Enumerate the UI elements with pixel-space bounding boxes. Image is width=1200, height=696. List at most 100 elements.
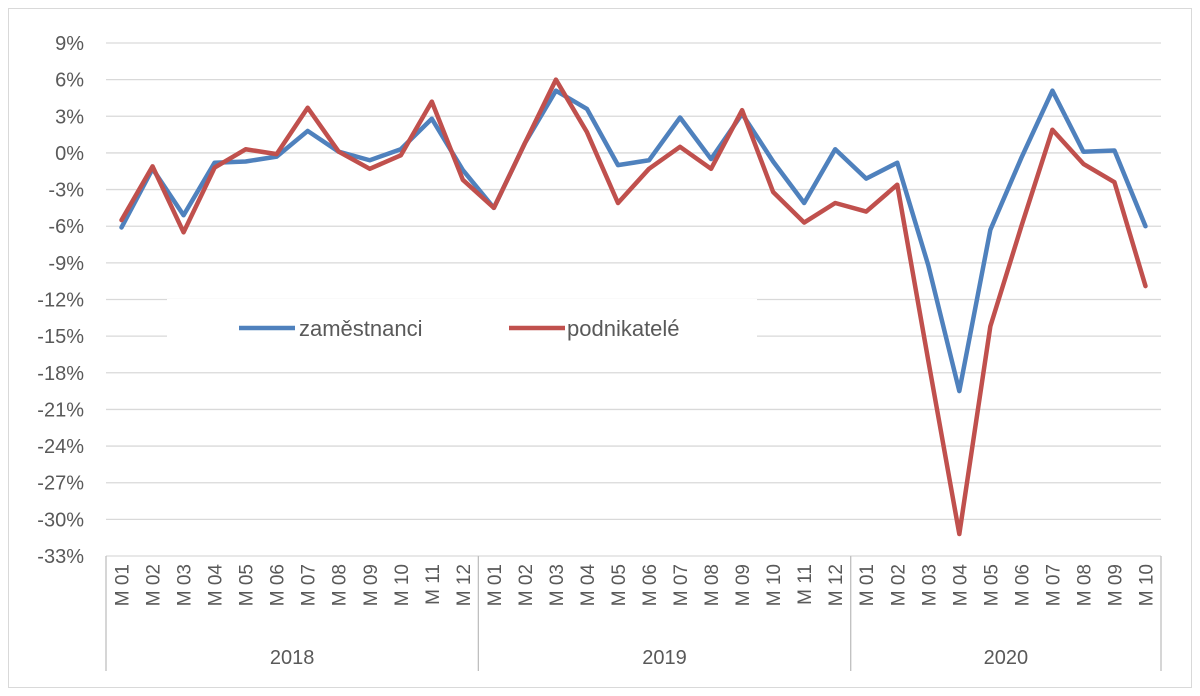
x-tick-label: M 07 bbox=[299, 564, 320, 606]
x-tick-label: M 01 bbox=[857, 564, 878, 606]
y-tick-label: -21% bbox=[37, 399, 84, 421]
data-point-0 bbox=[957, 389, 961, 393]
x-tick-label: M 02 bbox=[888, 564, 909, 606]
data-point-0 bbox=[1143, 224, 1147, 228]
y-tick-label: 0% bbox=[55, 143, 84, 165]
y-tick-label: 9% bbox=[55, 33, 84, 55]
data-point-1 bbox=[244, 147, 248, 151]
data-point-1 bbox=[275, 152, 279, 156]
series-line-0 bbox=[119, 88, 1148, 394]
data-point-0 bbox=[554, 89, 558, 93]
data-point-1 bbox=[368, 167, 372, 171]
x-tick-label: M 04 bbox=[206, 564, 227, 607]
data-point-1 bbox=[1050, 128, 1054, 132]
data-point-1 bbox=[306, 106, 310, 110]
data-point-0 bbox=[1019, 156, 1023, 160]
data-point-1 bbox=[182, 230, 186, 234]
x-tick-label: M 05 bbox=[237, 564, 258, 606]
data-point-1 bbox=[399, 153, 403, 157]
data-point-0 bbox=[1081, 150, 1085, 154]
data-point-0 bbox=[926, 263, 930, 267]
data-point-1 bbox=[554, 78, 558, 82]
x-tick-label: M 08 bbox=[702, 564, 723, 606]
data-point-1 bbox=[988, 324, 992, 328]
data-point-1 bbox=[1081, 162, 1085, 166]
data-point-0 bbox=[678, 116, 682, 120]
y-tick-label: -12% bbox=[37, 290, 84, 312]
data-point-0 bbox=[895, 161, 899, 165]
data-point-1 bbox=[492, 206, 496, 210]
year-label: 2020 bbox=[984, 647, 1029, 669]
data-point-0 bbox=[833, 147, 837, 151]
data-point-1 bbox=[120, 218, 124, 222]
data-point-1 bbox=[461, 178, 465, 182]
data-point-0 bbox=[213, 161, 217, 165]
data-point-0 bbox=[368, 158, 372, 162]
data-point-0 bbox=[244, 159, 248, 163]
x-tick-label: M 10 bbox=[1136, 564, 1157, 606]
year-label: 2019 bbox=[642, 647, 687, 669]
x-tick-label: M 10 bbox=[764, 564, 785, 606]
data-point-1 bbox=[709, 167, 713, 171]
x-tick-label: M 08 bbox=[1074, 564, 1095, 606]
x-tick-label: M 06 bbox=[1012, 564, 1033, 606]
data-point-1 bbox=[926, 359, 930, 363]
x-tick-label: M 02 bbox=[516, 564, 537, 606]
y-tick-label: -18% bbox=[37, 363, 84, 385]
x-tick-label: M 09 bbox=[361, 564, 382, 606]
data-point-1 bbox=[151, 164, 155, 168]
data-point-0 bbox=[306, 129, 310, 133]
data-point-1 bbox=[833, 201, 837, 205]
x-tick-label: M 03 bbox=[175, 564, 196, 606]
data-point-0 bbox=[585, 107, 589, 111]
x-tick-label: M 05 bbox=[609, 564, 630, 606]
data-point-0 bbox=[802, 201, 806, 205]
x-tick-label: M 11 bbox=[423, 564, 444, 605]
data-point-1 bbox=[523, 141, 527, 145]
data-point-0 bbox=[616, 163, 620, 167]
x-tick-label: M 04 bbox=[950, 564, 971, 607]
x-tick-label: M 03 bbox=[919, 564, 940, 606]
y-tick-label: -3% bbox=[48, 180, 84, 202]
x-tick-label: M 03 bbox=[547, 564, 568, 606]
year-label: 2018 bbox=[270, 647, 315, 669]
y-tick-label: -24% bbox=[37, 436, 84, 458]
x-axis: M 01 M 02 M 03 M 04 M 05 M 06 M 07 M 08 M 09 M 10… bbox=[105, 556, 1162, 671]
x-tick-label: M 02 bbox=[144, 564, 165, 606]
x-tick-label: M 06 bbox=[268, 564, 289, 606]
data-point-0 bbox=[461, 168, 465, 172]
data-point-1 bbox=[616, 201, 620, 205]
data-point-1 bbox=[647, 167, 651, 171]
chart-frame: 9% 6% 3% 0% -3% -6% -9% -12% -15% -18% -21% -24% -27… bbox=[8, 8, 1192, 688]
data-point-1 bbox=[802, 221, 806, 225]
series-lines bbox=[119, 77, 1148, 537]
legend-label-1: podnikatelé bbox=[567, 316, 680, 341]
data-point-1 bbox=[957, 532, 961, 536]
data-point-0 bbox=[182, 213, 186, 217]
x-tick-label: M 01 bbox=[113, 564, 134, 606]
x-tick-label: M 06 bbox=[640, 564, 661, 606]
data-point-1 bbox=[1143, 284, 1147, 288]
y-tick-label: -33% bbox=[37, 546, 84, 568]
data-point-1 bbox=[771, 190, 775, 194]
y-tick-label: 6% bbox=[55, 70, 84, 92]
legend-label-0: zaměstnanci bbox=[299, 316, 423, 341]
x-tick-label: M 12 bbox=[826, 564, 847, 606]
data-point-0 bbox=[771, 159, 775, 163]
x-tick-label: M 01 bbox=[485, 564, 506, 606]
y-tick-label: -15% bbox=[37, 326, 84, 348]
y-tick-label: -9% bbox=[48, 253, 84, 275]
y-axis: 9% 6% 3% 0% -3% -6% -9% -12% -15% -18% -21% -24% -27… bbox=[37, 33, 84, 568]
x-tick-label: M 04 bbox=[578, 564, 599, 607]
y-tick-label: -27% bbox=[37, 473, 84, 495]
data-point-1 bbox=[1112, 180, 1116, 184]
data-point-0 bbox=[430, 117, 434, 121]
x-tick-label: M 09 bbox=[733, 564, 754, 606]
data-point-1 bbox=[585, 130, 589, 134]
data-point-1 bbox=[1019, 224, 1023, 228]
y-tick-label: 3% bbox=[55, 106, 84, 128]
gridlines bbox=[106, 42, 1161, 557]
x-tick-label: M 12 bbox=[454, 564, 475, 606]
data-point-1 bbox=[213, 166, 217, 170]
data-point-0 bbox=[1050, 89, 1054, 93]
